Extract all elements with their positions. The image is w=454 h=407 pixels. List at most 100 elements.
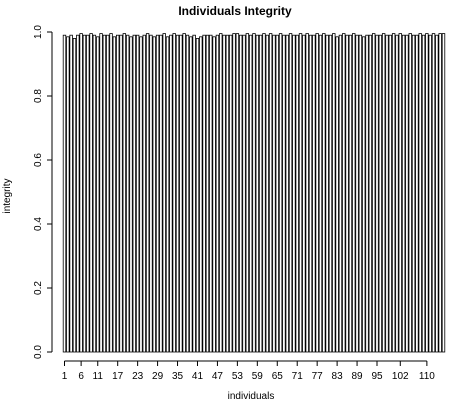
x-tick-label: 17: [112, 371, 124, 382]
bar-91: [362, 36, 366, 353]
bar-65: [275, 34, 279, 353]
bar-44: [205, 34, 210, 353]
bar-39: [189, 36, 193, 353]
bar-43: [202, 34, 206, 353]
x-tick-label: 71: [292, 371, 304, 382]
x-tick-label: 53: [232, 371, 244, 382]
bar-41: [195, 38, 200, 353]
bar-23: [135, 34, 140, 353]
bar-82: [332, 33, 336, 353]
bar-77: [315, 33, 319, 353]
bar-4: [72, 38, 77, 353]
bar-51: [229, 34, 233, 353]
x-tick-label: 77: [312, 371, 324, 382]
bar-81: [328, 34, 333, 353]
bar-25: [142, 34, 146, 353]
bar-53: [235, 33, 240, 353]
bar-17: [116, 34, 120, 353]
bar-42: [199, 36, 203, 353]
bar-52: [232, 33, 236, 353]
bar-115: [441, 33, 446, 353]
bar-5: [76, 34, 80, 353]
bar-31: [162, 33, 166, 353]
bar-68: [285, 34, 289, 353]
bar-22: [132, 34, 137, 353]
bar-11: [96, 36, 100, 353]
bar-55: [242, 34, 246, 353]
bar-87: [348, 34, 353, 353]
bar-37: [182, 33, 186, 353]
bar-83: [335, 36, 339, 353]
chart-title: Individuals Integrity: [178, 4, 292, 18]
bar-107: [415, 34, 419, 353]
bar-29: [155, 34, 160, 353]
bar-18: [119, 34, 123, 353]
x-tick-label: 1: [62, 371, 68, 382]
bar-28: [152, 36, 156, 353]
bar-60: [258, 34, 263, 353]
bar-103: [401, 34, 406, 353]
y-tick-label: 0.6: [33, 153, 44, 167]
bar-50: [225, 34, 230, 353]
bar-72: [298, 33, 303, 353]
bar-48: [219, 33, 223, 353]
bar-57: [248, 34, 253, 353]
bar-75: [308, 34, 313, 353]
bar-90: [358, 34, 363, 353]
x-tick-label: 29: [152, 371, 164, 382]
bar-84: [338, 34, 343, 353]
x-tick-label: 95: [371, 371, 383, 382]
x-axis-label: individuals: [228, 391, 275, 402]
bar-58: [252, 33, 256, 353]
bar-106: [411, 34, 416, 353]
bar-35: [175, 34, 180, 353]
bar-92: [365, 34, 369, 353]
x-tick-label: 102: [392, 371, 409, 382]
bar-69: [288, 33, 293, 353]
bar-1: [62, 34, 67, 353]
y-tick-label: 0.4: [33, 217, 44, 231]
bar-62: [265, 34, 269, 353]
bar-47: [215, 34, 220, 353]
bar-54: [239, 34, 243, 353]
bar-26: [145, 33, 150, 353]
bar-36: [179, 34, 183, 353]
bar-19: [122, 33, 127, 353]
bar-94: [371, 33, 376, 353]
bar-40: [192, 34, 196, 353]
y-tick-label: 0.2: [33, 281, 44, 295]
x-tick-label: 6: [78, 371, 84, 382]
bar-99: [388, 34, 393, 353]
bar-33: [169, 34, 173, 353]
bar-63: [268, 33, 273, 353]
x-tick-label: 41: [192, 371, 204, 382]
bar-79: [322, 33, 326, 353]
y-tick-label: 0.0: [33, 345, 44, 359]
bar-45: [209, 34, 213, 353]
x-axis: 1 6 11 17 23 29 35 41 47 53 59 65 71 77 83 89 95 102 110: [62, 360, 435, 382]
bar-71: [295, 34, 299, 353]
bar-97: [381, 33, 386, 353]
bar-113: [435, 34, 439, 353]
bar-12: [99, 33, 103, 353]
bar-74: [305, 33, 309, 353]
bar-100: [391, 33, 396, 353]
bar-15: [109, 33, 113, 353]
bar-20: [125, 34, 130, 353]
bar-109: [421, 34, 426, 353]
bar-56: [245, 33, 250, 353]
bar-96: [378, 34, 383, 353]
bar-10: [92, 34, 97, 353]
bar-112: [431, 33, 436, 353]
bar-70: [292, 34, 296, 353]
y-tick-label: 1.0: [33, 25, 44, 39]
bar-102: [398, 33, 402, 353]
x-tick-label: 23: [132, 371, 144, 382]
bar-85: [342, 33, 346, 353]
bar-89: [355, 34, 359, 353]
bar-86: [345, 34, 349, 353]
y-axis-label: integrity: [2, 178, 13, 213]
bar-101: [395, 34, 399, 353]
bar-13: [102, 34, 107, 353]
